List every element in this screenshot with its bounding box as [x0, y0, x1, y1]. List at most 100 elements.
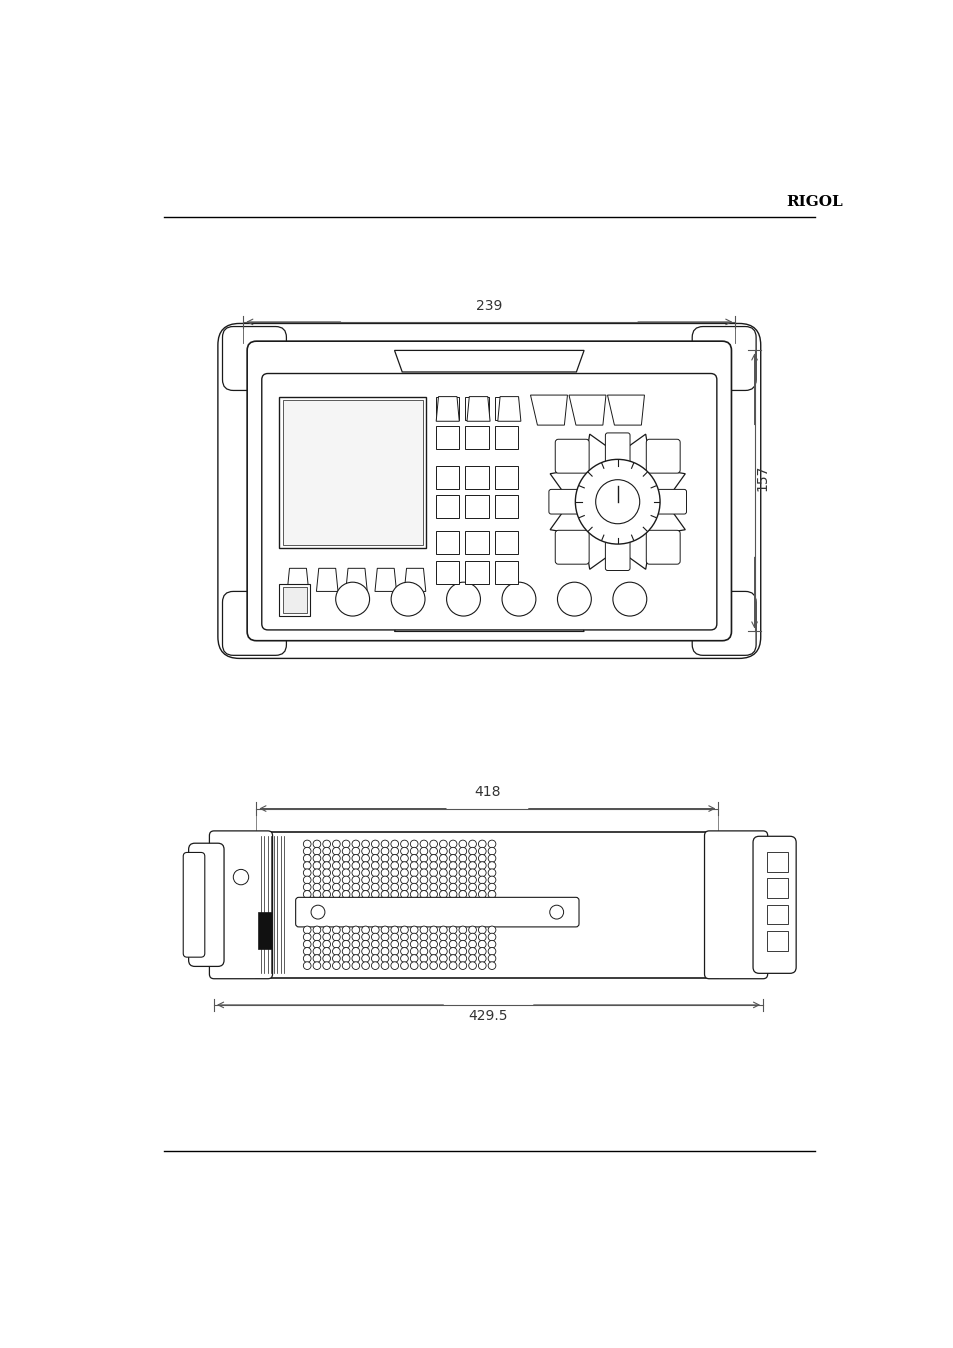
Circle shape [477, 848, 486, 855]
Circle shape [322, 954, 330, 962]
FancyBboxPatch shape [548, 489, 579, 514]
Circle shape [488, 848, 496, 855]
Polygon shape [287, 569, 309, 592]
Circle shape [468, 954, 476, 962]
Circle shape [391, 848, 398, 855]
Circle shape [333, 855, 340, 863]
Circle shape [419, 861, 427, 869]
Circle shape [458, 891, 466, 898]
Polygon shape [568, 395, 605, 425]
Polygon shape [550, 434, 684, 569]
Circle shape [488, 855, 496, 863]
Circle shape [381, 891, 389, 898]
Circle shape [458, 876, 466, 884]
Circle shape [449, 961, 456, 969]
Circle shape [303, 926, 311, 934]
Circle shape [477, 961, 486, 969]
Circle shape [313, 869, 320, 876]
Circle shape [400, 855, 408, 863]
Circle shape [352, 891, 359, 898]
Circle shape [439, 855, 447, 863]
Circle shape [333, 954, 340, 962]
Circle shape [381, 941, 389, 948]
Circle shape [381, 883, 389, 891]
Bar [465, 561, 488, 584]
Circle shape [371, 861, 378, 869]
Circle shape [449, 933, 456, 941]
Circle shape [439, 954, 447, 962]
Circle shape [352, 876, 359, 884]
FancyBboxPatch shape [555, 439, 589, 473]
Circle shape [352, 926, 359, 934]
Circle shape [342, 876, 350, 884]
Circle shape [430, 926, 437, 934]
FancyBboxPatch shape [295, 898, 578, 927]
Circle shape [352, 840, 359, 848]
Circle shape [313, 941, 320, 948]
Circle shape [430, 954, 437, 962]
Circle shape [410, 848, 417, 855]
Circle shape [361, 840, 369, 848]
FancyBboxPatch shape [217, 324, 760, 658]
Circle shape [477, 855, 486, 863]
Circle shape [400, 848, 408, 855]
Circle shape [458, 933, 466, 941]
Circle shape [549, 906, 563, 919]
FancyBboxPatch shape [703, 830, 767, 979]
Circle shape [313, 840, 320, 848]
Circle shape [342, 941, 350, 948]
Circle shape [400, 861, 408, 869]
Circle shape [361, 961, 369, 969]
FancyBboxPatch shape [210, 830, 273, 979]
FancyBboxPatch shape [692, 326, 756, 391]
FancyBboxPatch shape [645, 530, 679, 565]
Circle shape [391, 869, 398, 876]
Circle shape [303, 840, 311, 848]
Circle shape [313, 961, 320, 969]
Polygon shape [497, 396, 520, 421]
Circle shape [410, 948, 417, 956]
Circle shape [361, 848, 369, 855]
Circle shape [419, 961, 427, 969]
Circle shape [410, 961, 417, 969]
Circle shape [352, 933, 359, 941]
Circle shape [400, 876, 408, 884]
Bar [436, 466, 458, 489]
Circle shape [449, 926, 456, 934]
Circle shape [468, 926, 476, 934]
Circle shape [371, 926, 378, 934]
Circle shape [468, 961, 476, 969]
Circle shape [391, 948, 398, 956]
Circle shape [381, 876, 389, 884]
Circle shape [458, 855, 466, 863]
Circle shape [488, 948, 496, 956]
Bar [256, 832, 718, 977]
Circle shape [381, 861, 389, 869]
Bar [279, 396, 425, 547]
Circle shape [352, 941, 359, 948]
Bar [495, 561, 517, 584]
Circle shape [410, 926, 417, 934]
Circle shape [419, 855, 427, 863]
Circle shape [313, 926, 320, 934]
FancyBboxPatch shape [222, 592, 286, 655]
Circle shape [419, 848, 427, 855]
Circle shape [430, 840, 437, 848]
Bar [436, 495, 458, 518]
Circle shape [361, 941, 369, 948]
Circle shape [419, 941, 427, 948]
Polygon shape [436, 396, 458, 421]
Circle shape [477, 891, 486, 898]
Circle shape [335, 582, 369, 616]
Text: 418: 418 [474, 786, 500, 799]
Circle shape [468, 855, 476, 863]
Circle shape [322, 883, 330, 891]
Circle shape [342, 861, 350, 869]
Polygon shape [316, 569, 337, 592]
Circle shape [313, 861, 320, 869]
Circle shape [303, 941, 311, 948]
Circle shape [361, 861, 369, 869]
Circle shape [488, 941, 496, 948]
Circle shape [371, 848, 378, 855]
FancyBboxPatch shape [189, 844, 224, 967]
